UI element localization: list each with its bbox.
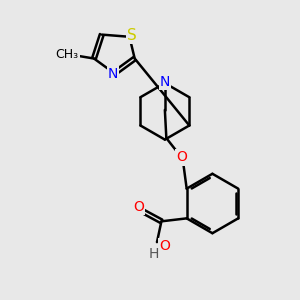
Text: N: N [160, 75, 170, 88]
Text: O: O [176, 150, 187, 164]
Text: S: S [127, 28, 137, 43]
Text: H: H [148, 247, 159, 261]
Text: CH₃: CH₃ [56, 49, 79, 62]
Text: O: O [159, 239, 170, 253]
Text: N: N [108, 67, 118, 81]
Text: O: O [133, 200, 144, 214]
